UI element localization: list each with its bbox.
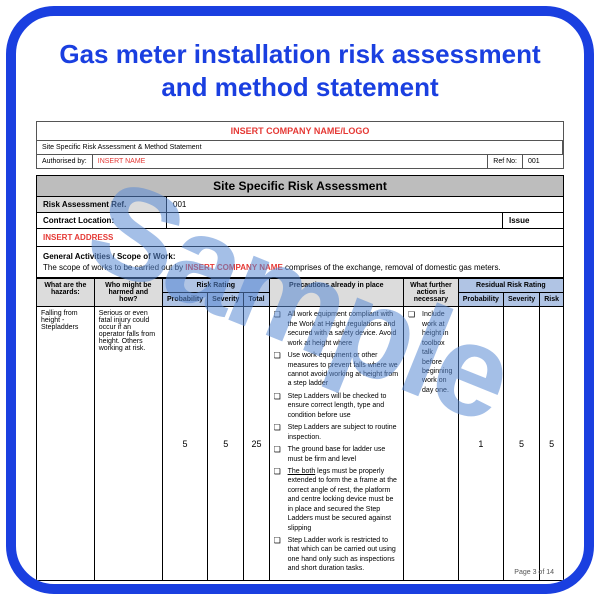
company-placeholder: INSERT COMPANY NAME/LOGO: [36, 121, 564, 141]
th-risk-rating: Risk Rating: [162, 279, 269, 293]
page-number: Page 3 of 14: [514, 569, 554, 576]
site-specific-label: Site Specific Risk Assessment & Method S…: [37, 141, 563, 154]
th-hazards: What are the hazards:: [37, 279, 95, 307]
th-precautions: Precautions already in place: [269, 279, 403, 307]
th-sev: Severity: [208, 293, 244, 307]
cell-hazard: Falling from height - Stepladders: [37, 307, 95, 580]
th-prob: Probability: [162, 293, 207, 307]
ra-ref-label: Risk Assessment Ref.: [37, 197, 167, 212]
section-title: Site Specific Risk Assessment: [36, 175, 564, 197]
auth-name: INSERT NAME: [93, 155, 489, 168]
th-residual: Residual Risk Rating: [458, 279, 563, 293]
table-row: Falling from height - Stepladders Seriou…: [37, 307, 564, 580]
refno-label: Ref No:: [488, 155, 523, 168]
cell-rsev: 5: [503, 307, 539, 580]
cell-further: Include work at height in toolbox talk b…: [404, 307, 459, 580]
page-title: Gas meter installation risk assessment a…: [16, 16, 584, 113]
th-tot: Total: [244, 293, 269, 307]
cell-precautions: All work equipment compliant with the Wo…: [269, 307, 403, 580]
cell-prob: 5: [162, 307, 207, 580]
address-placeholder: INSERT ADDRESS: [36, 229, 564, 247]
cell-sev: 5: [208, 307, 244, 580]
th-rrisk: Risk: [540, 293, 564, 307]
th-who: Who might be harmed and how?: [94, 279, 162, 307]
contract-label: Contract Location:: [37, 213, 167, 228]
ra-ref-value: 001: [167, 197, 563, 212]
cell-rprob: 1: [458, 307, 503, 580]
th-rprob: Probability: [458, 293, 503, 307]
scope-of-work: General Activities / Scope of Work: The …: [36, 247, 564, 278]
document-preview: INSERT COMPANY NAME/LOGO Site Specific R…: [36, 121, 564, 581]
cell-rrisk: 5: [540, 307, 564, 580]
refno-value: 001: [523, 155, 563, 168]
cell-who: Serious or even fatal injury could occur…: [94, 307, 162, 580]
th-rsev: Severity: [503, 293, 539, 307]
risk-table: What are the hazards: Who might be harme…: [36, 278, 564, 580]
th-further: What further action is necessary: [404, 279, 459, 307]
auth-label: Authorised by:: [37, 155, 93, 168]
cell-tot: 25: [244, 307, 269, 580]
issue-label: Issue: [503, 213, 563, 228]
